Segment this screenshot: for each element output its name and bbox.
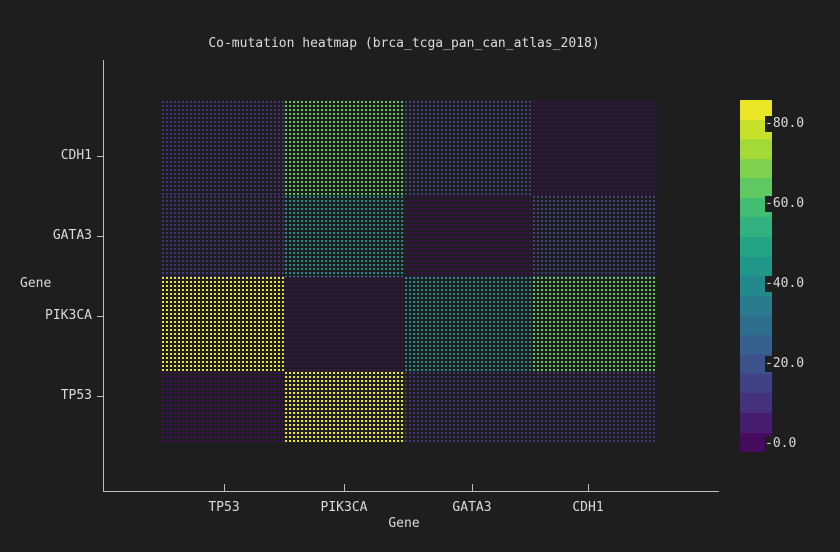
colorbar-segment xyxy=(740,158,772,179)
x-tick-label: CDH1 xyxy=(572,500,604,515)
x-axis-line xyxy=(103,491,719,492)
colorbar-tick-label: -80.0 xyxy=(765,116,807,132)
heatmap-cell xyxy=(285,277,405,372)
chart-title: Co-mutation heatmap (brca_tcga_pan_can_a… xyxy=(208,36,600,51)
heatmap-cell xyxy=(162,101,285,196)
colorbar-segment xyxy=(740,217,772,237)
colorbar-segment xyxy=(740,295,772,316)
colorbar-segment xyxy=(740,256,772,277)
x-tick-mark xyxy=(224,484,225,492)
colorbar-segment xyxy=(740,413,772,433)
colorbar-segment xyxy=(740,373,772,394)
x-tick-mark xyxy=(344,484,345,492)
colorbar-segment xyxy=(740,354,772,374)
y-tick-label: CDH1 xyxy=(60,148,92,163)
x-tick-label: PIK3CA xyxy=(320,500,368,515)
colorbar-tick-label: -20.0 xyxy=(765,356,807,372)
y-tick-label: PIK3CA xyxy=(45,308,92,323)
heatmap-cell xyxy=(405,277,533,372)
heatmap-cell xyxy=(533,101,656,196)
x-axis-label: Gene xyxy=(388,516,420,531)
heatmap-cell xyxy=(285,196,405,277)
colorbar-tick-label: -0.0 xyxy=(765,436,799,452)
y-axis-line xyxy=(103,60,104,492)
colorbar xyxy=(740,100,772,453)
heatmap-cell xyxy=(533,196,656,277)
colorbar-segment xyxy=(740,178,772,198)
y-tick-mark xyxy=(97,156,103,157)
colorbar-segment xyxy=(740,393,772,413)
x-tick-label: GATA3 xyxy=(452,500,492,515)
colorbar-segment xyxy=(740,119,772,140)
x-tick-mark xyxy=(588,484,589,492)
y-tick-mark xyxy=(97,316,103,317)
colorbar-segment xyxy=(740,197,772,218)
colorbar-tick-label: -40.0 xyxy=(765,276,807,292)
heatmap-cell xyxy=(162,372,285,444)
colorbar-segment xyxy=(740,100,772,120)
heatmap-cell xyxy=(162,196,285,277)
heatmap-cell xyxy=(533,277,656,372)
colorbar-segment xyxy=(740,276,772,296)
heatmap-cell xyxy=(405,196,533,277)
heatmap-cell xyxy=(405,101,533,196)
heatmap-grid xyxy=(162,101,656,444)
heatmap-cell xyxy=(162,277,285,372)
colorbar-segment xyxy=(740,334,772,355)
colorbar-segment xyxy=(740,236,772,257)
heatmap-cell xyxy=(285,372,405,444)
colorbar-segment xyxy=(740,315,772,335)
y-tick-label: TP53 xyxy=(60,388,92,403)
x-tick-mark xyxy=(472,484,473,492)
colorbar-segment xyxy=(740,139,772,159)
y-tick-mark xyxy=(97,236,103,237)
colorbar-segment xyxy=(740,432,772,453)
heatmap-cell xyxy=(285,101,405,196)
y-tick-label: GATA3 xyxy=(52,228,92,243)
y-tick-mark xyxy=(97,396,103,397)
heatmap-cell xyxy=(405,372,533,444)
colorbar-tick-label: -60.0 xyxy=(765,196,807,212)
y-axis-label: Gene xyxy=(20,276,52,291)
x-tick-label: TP53 xyxy=(208,500,240,515)
heatmap-cell xyxy=(533,372,656,444)
